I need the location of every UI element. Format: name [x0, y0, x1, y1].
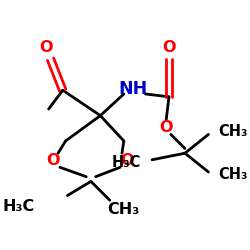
Text: O: O [39, 40, 52, 56]
Text: CH₃: CH₃ [218, 124, 247, 139]
Text: CH₃: CH₃ [107, 202, 139, 217]
Text: CH₃: CH₃ [218, 167, 247, 182]
Text: H₃C: H₃C [2, 199, 35, 214]
Text: O: O [46, 153, 60, 168]
Text: NH: NH [118, 80, 148, 98]
Text: O: O [120, 153, 134, 168]
Text: O: O [162, 40, 176, 56]
Text: O: O [160, 120, 173, 135]
Text: H₃C: H₃C [112, 155, 141, 170]
